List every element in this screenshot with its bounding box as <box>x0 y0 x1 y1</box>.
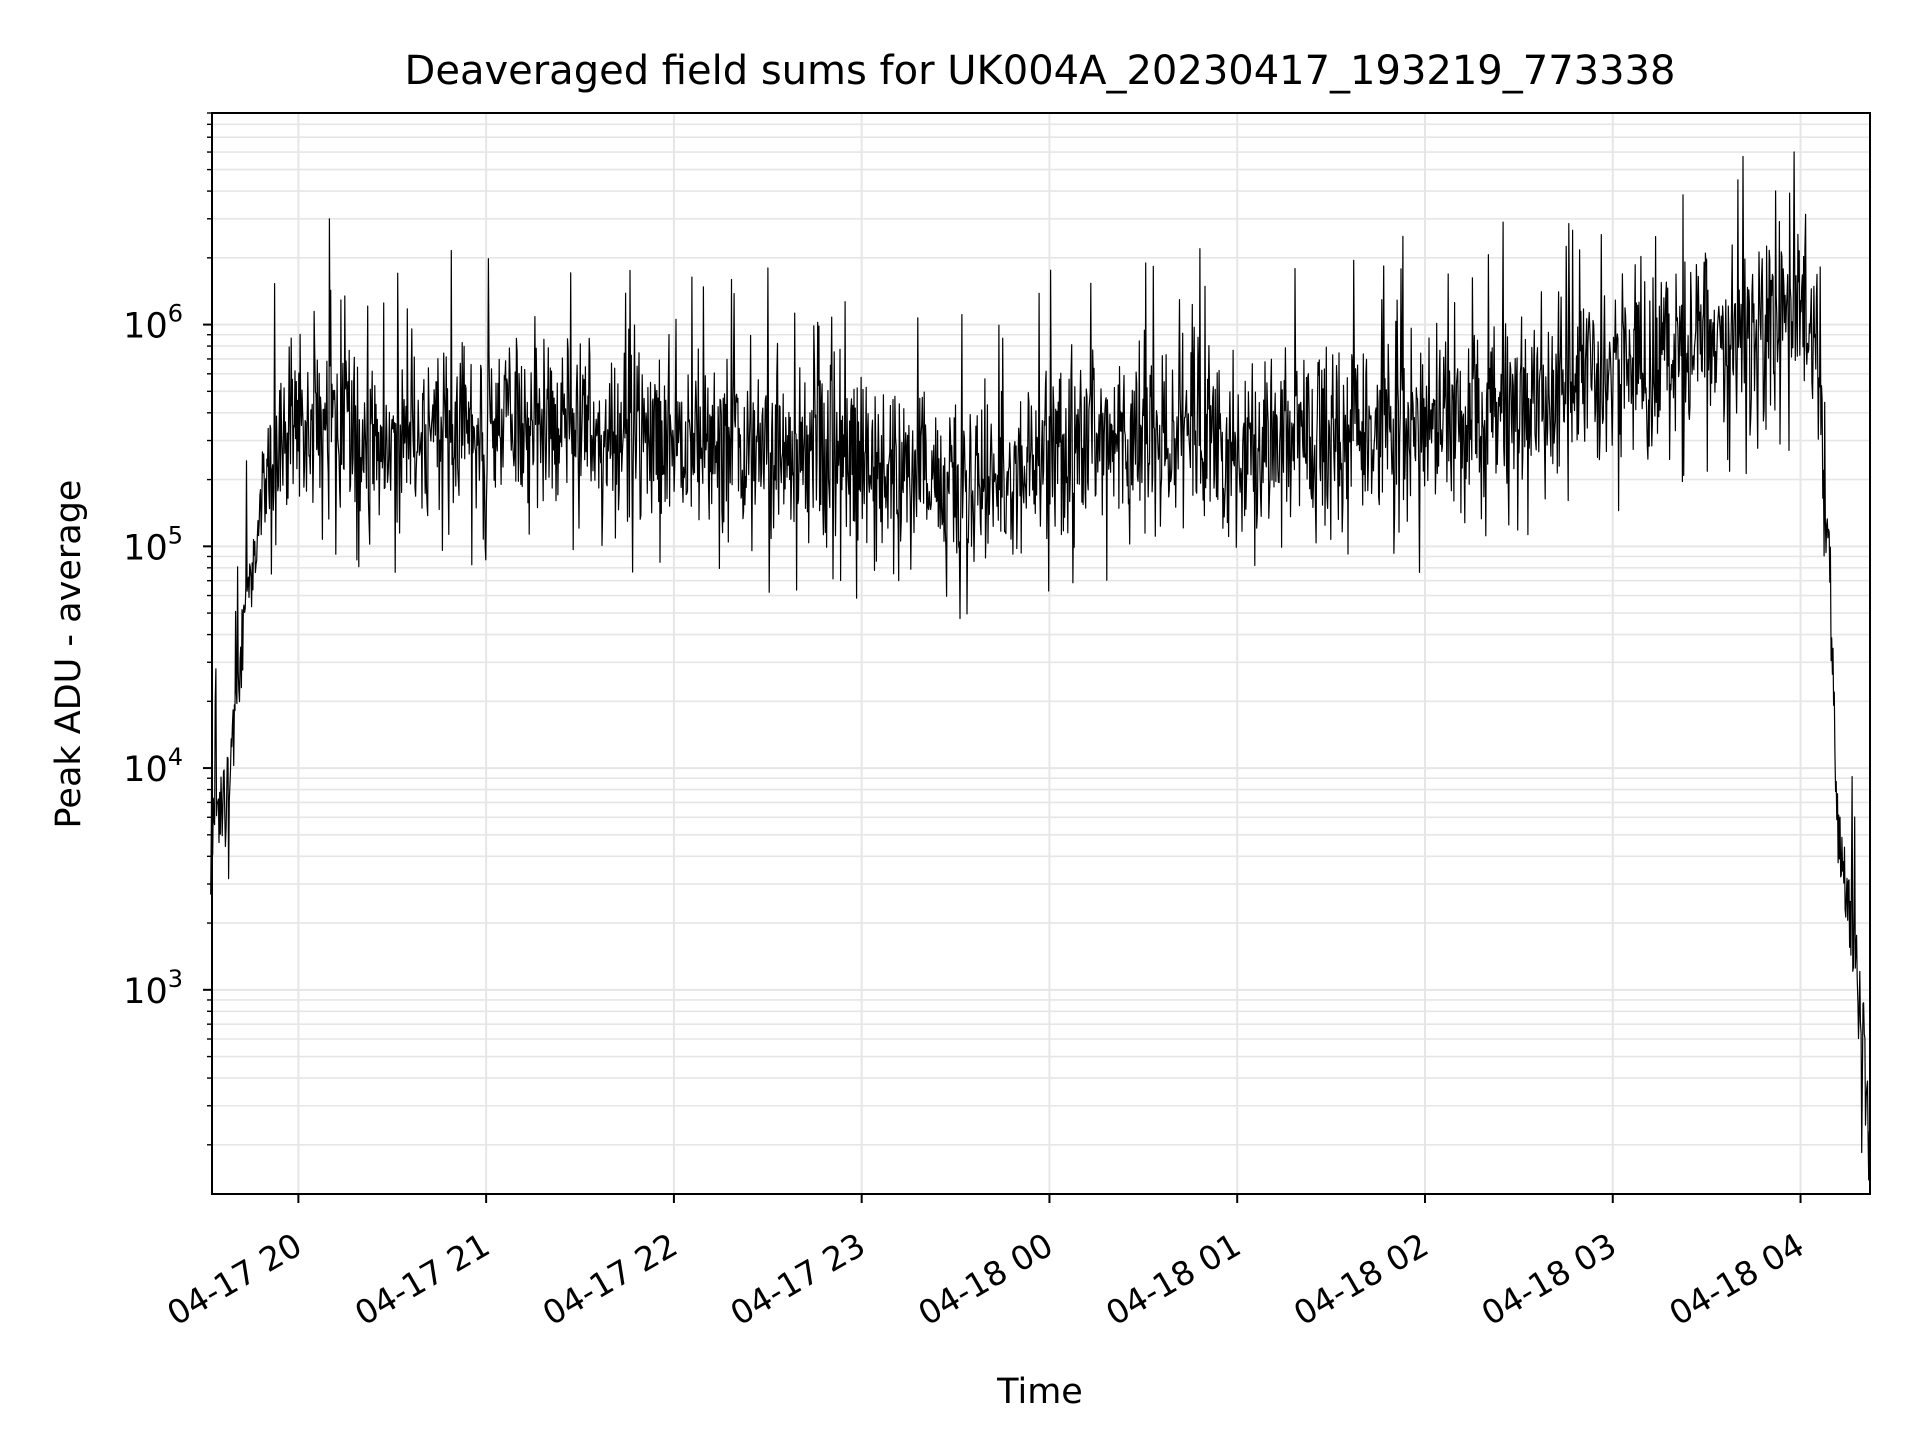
y-tick-label-exponent: 4 <box>168 743 183 771</box>
y-tick-label-base: 10 <box>123 528 168 568</box>
axes-frame <box>211 112 1871 1195</box>
x-axis-label: Time <box>996 1372 1083 1412</box>
y-tick-label-base: 10 <box>123 750 168 790</box>
y-tick-label-exponent: 5 <box>168 521 183 549</box>
y-tick-label-exponent: 6 <box>168 300 183 328</box>
y-tick-label: 105 <box>123 521 183 568</box>
x-tick-label: 04-18 04 <box>1663 1225 1811 1333</box>
x-tick-label: 04-17 21 <box>348 1225 496 1333</box>
x-tick-label: 04-18 00 <box>911 1225 1059 1333</box>
y-tick-label: 103 <box>123 965 183 1012</box>
y-axis-label: Peak ADU - average <box>49 480 89 829</box>
x-tick-label: 04-18 02 <box>1287 1225 1435 1333</box>
y-tick-label: 104 <box>123 743 183 790</box>
x-tick-label: 04-18 03 <box>1475 1225 1623 1333</box>
y-tick-label-base: 10 <box>123 307 168 347</box>
y-tick-label-exponent: 3 <box>168 965 183 993</box>
x-tick-label: 04-17 22 <box>536 1225 684 1333</box>
y-tick-label-base: 10 <box>123 972 168 1012</box>
plot-area <box>210 151 1870 1181</box>
x-tick-label: 04-17 23 <box>724 1225 872 1333</box>
grid <box>212 112 1870 1194</box>
x-tick-label: 04-17 20 <box>160 1225 308 1333</box>
y-tick-label: 106 <box>123 300 183 347</box>
x-tick-label: 04-18 01 <box>1099 1225 1247 1333</box>
chart-title: Deaveraged field sums for UK004A_2023041… <box>405 48 1676 94</box>
data-series-line <box>210 151 1870 1181</box>
